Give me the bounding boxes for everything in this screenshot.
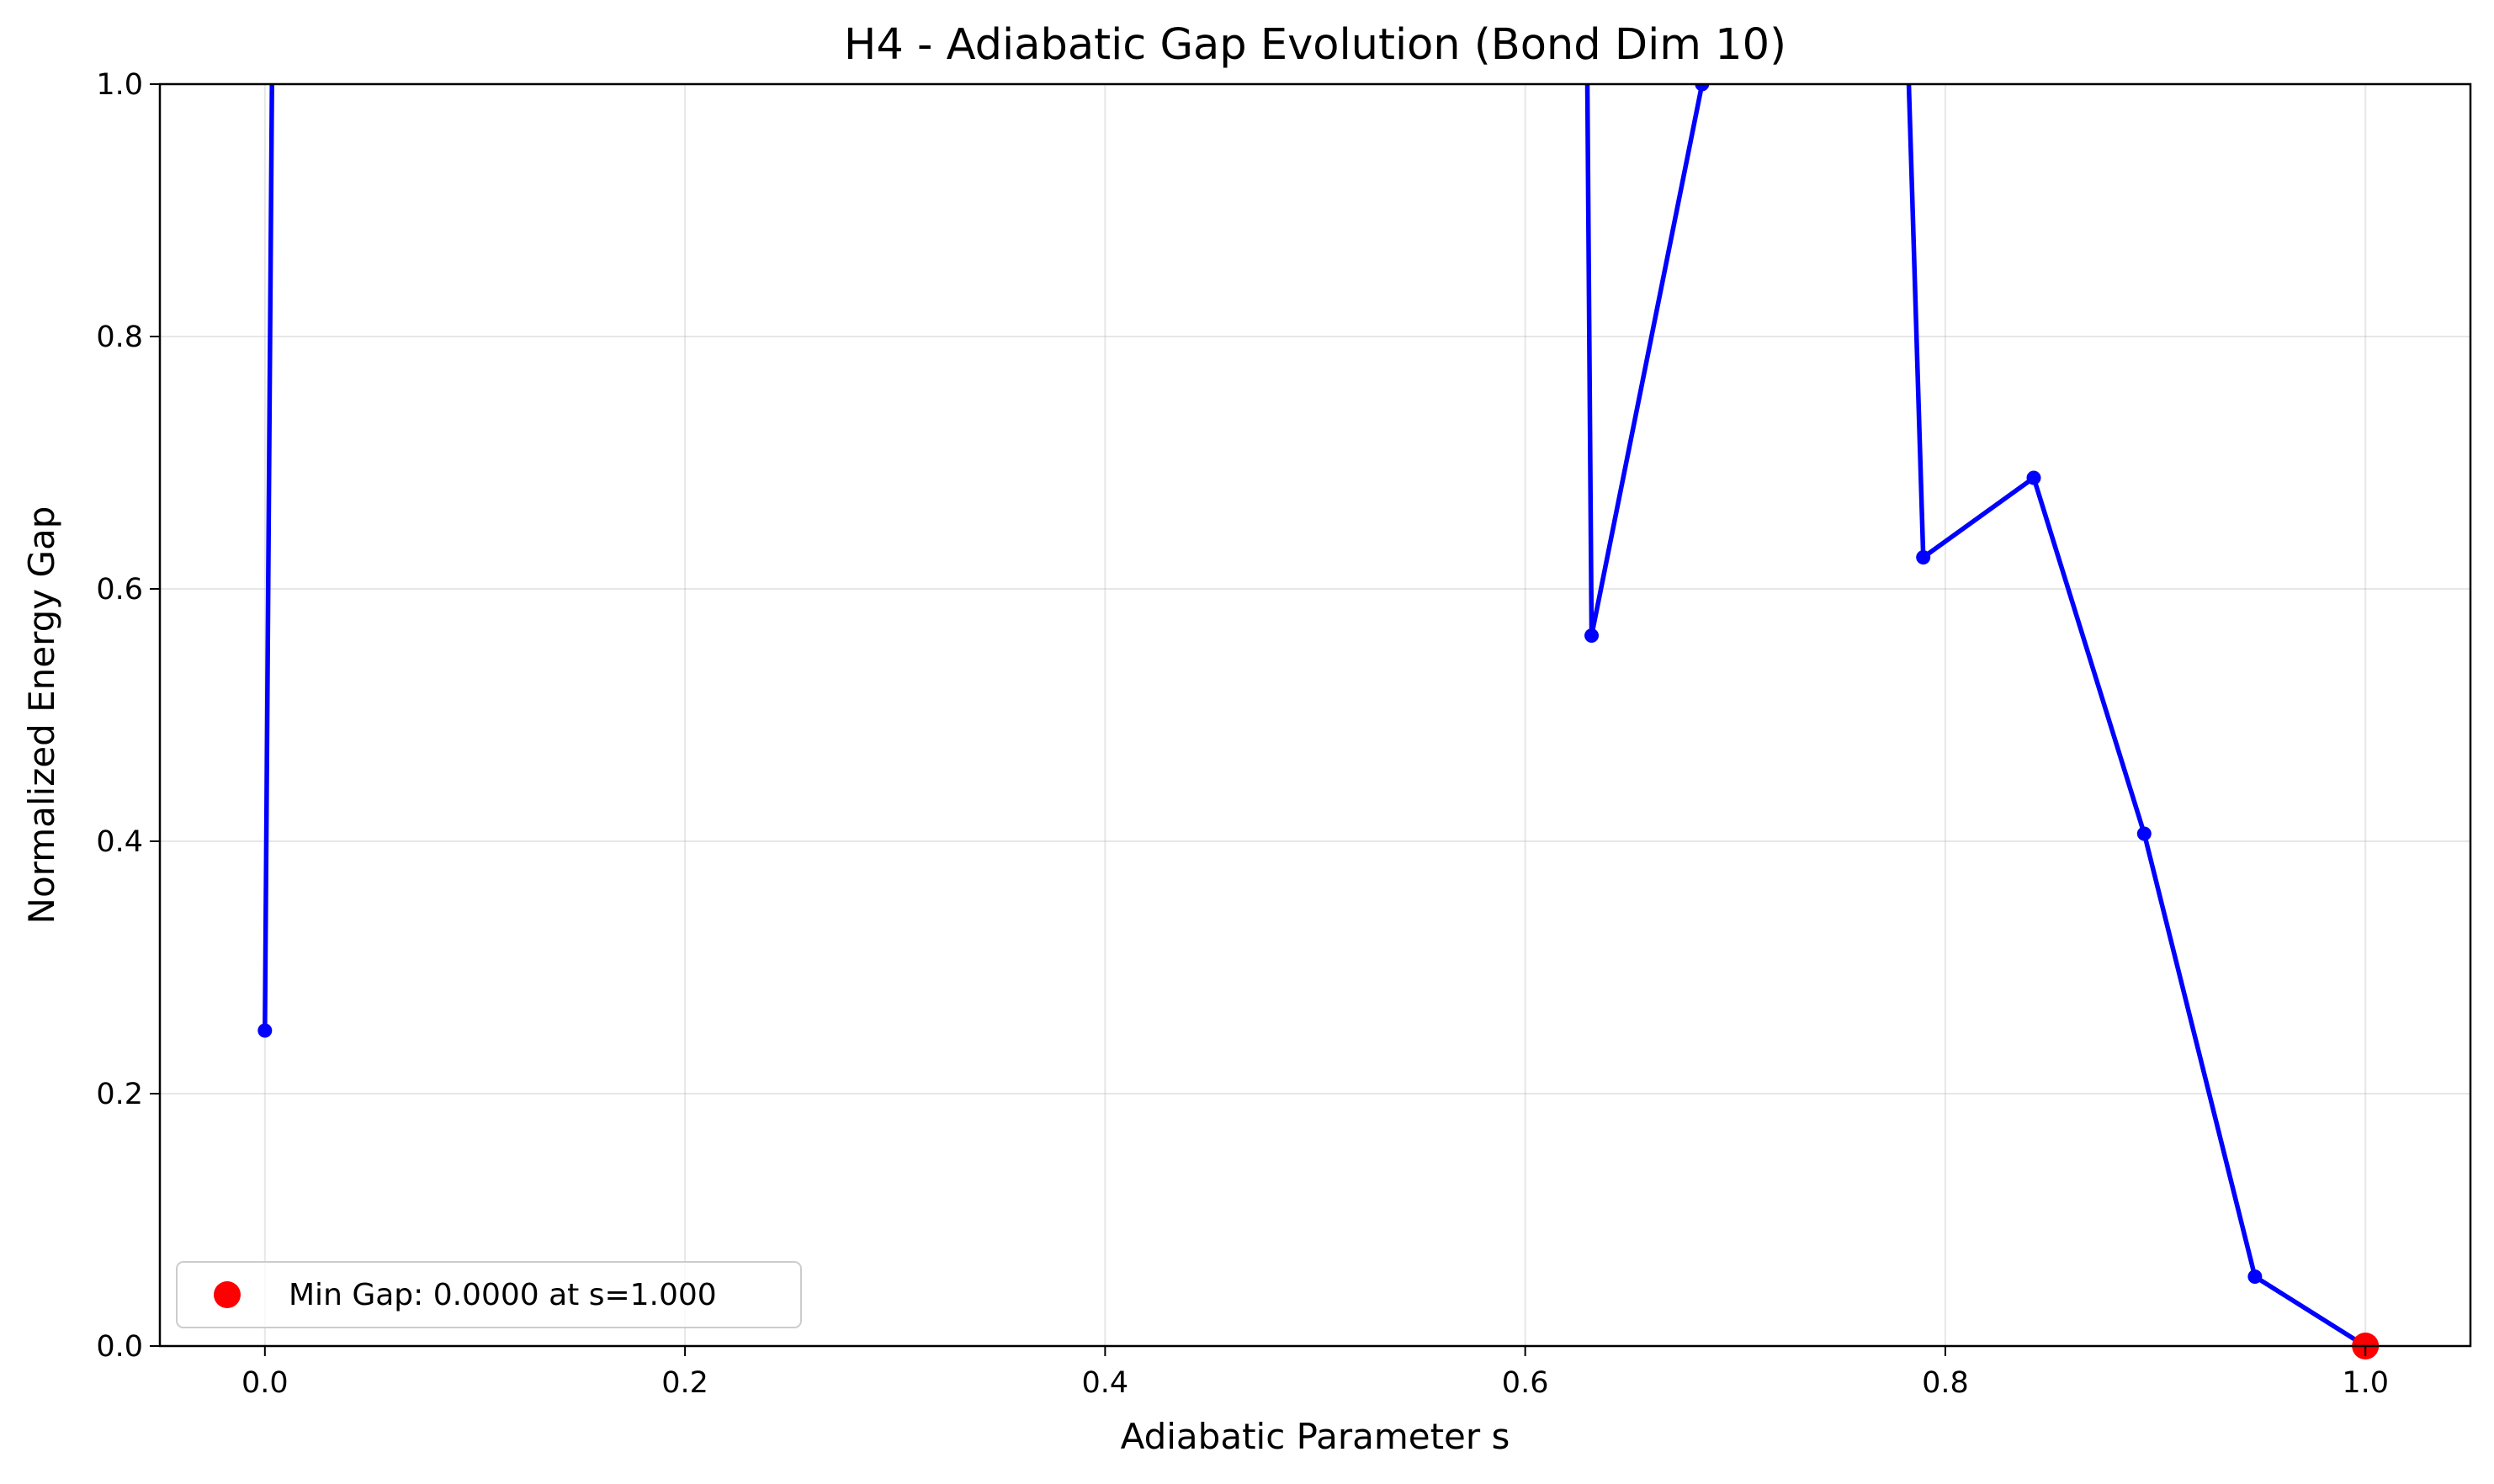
x-tick-label: 1.0 <box>2342 1366 2389 1400</box>
series-lines <box>263 84 2367 1346</box>
y-axis-ticks: 0.0 0.2 0.4 0.6 0.8 1.0 <box>96 68 160 1364</box>
x-axis-label: Adiabatic Parameter s <box>1121 1416 1510 1457</box>
y-axis-label: Normalized Energy Gap <box>21 506 62 925</box>
data-point <box>2026 470 2041 485</box>
data-point <box>1695 84 1710 92</box>
legend: Min Gap: 0.0000 at s=1.000 <box>176 1261 802 1328</box>
data-point <box>1584 628 1600 643</box>
y-tick-label: 0.4 <box>96 825 143 859</box>
x-tick-label: 0.2 <box>661 1366 708 1400</box>
x-tick-label: 0.6 <box>1502 1366 1549 1400</box>
y-tick-label: 1.0 <box>96 68 143 102</box>
y-tick-label: 0.6 <box>96 573 143 607</box>
plot-frame <box>158 82 2472 1348</box>
x-tick-label: 0.8 <box>1922 1366 1969 1400</box>
x-tick-label: 0.4 <box>1082 1366 1129 1400</box>
y-tick-label: 0.8 <box>96 321 143 354</box>
x-axis-ticks: 0.0 0.2 0.4 0.6 0.8 1.0 <box>241 1346 2389 1400</box>
legend-marker <box>214 1281 241 1308</box>
legend-label: Min Gap: 0.0000 at s=1.000 <box>289 1278 717 1312</box>
data-point <box>1916 550 1931 564</box>
legend-box <box>176 1261 802 1328</box>
y-tick-label: 0.2 <box>96 1078 143 1111</box>
data-point <box>2247 1269 2263 1284</box>
chart-title: H4 - Adiabatic Gap Evolution (Bond Dim 1… <box>844 20 1786 70</box>
y-tick-label: 0.0 <box>96 1330 143 1364</box>
series-points <box>257 84 2373 1346</box>
data-point <box>257 1023 273 1038</box>
data-point <box>2136 826 2152 841</box>
plot-background <box>160 84 2470 1346</box>
x-tick-label: 0.0 <box>241 1366 289 1400</box>
series-line <box>263 84 2367 1346</box>
